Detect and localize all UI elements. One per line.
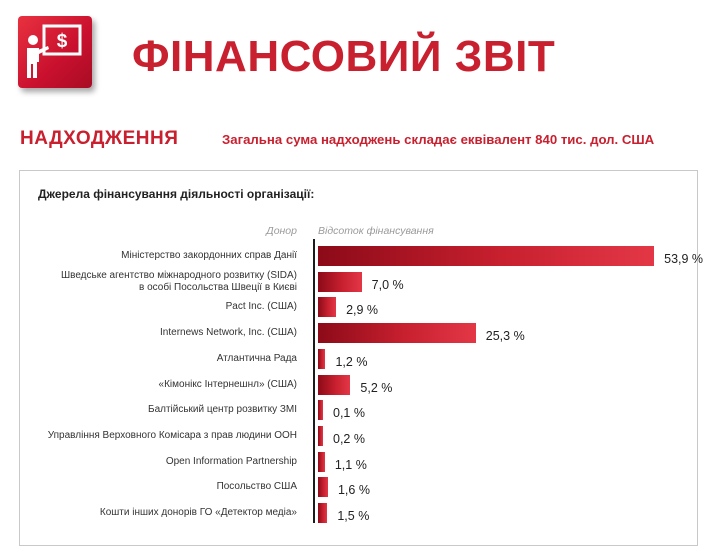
funding-bar <box>318 271 362 292</box>
donor-label: Internews Network, Inc. (США) <box>27 327 297 339</box>
donor-label-line: Pact Inc. (США) <box>225 301 297 313</box>
funding-bar <box>318 425 323 446</box>
chart-title: Джерела фінансування діяльності організа… <box>38 187 315 201</box>
donor-label: Open Information Partnership <box>27 456 297 468</box>
funding-value-label: 1,6 % <box>337 483 370 498</box>
funding-value-label: 0,2 % <box>333 431 365 446</box>
funding-value-label: 53,9 % <box>664 252 704 266</box>
funding-bar <box>318 323 476 344</box>
funding-bar <box>318 451 325 472</box>
donor-label-line: Міністерство закордонних справ Данії <box>121 250 297 261</box>
funding-bar <box>318 297 337 318</box>
donor-label: Атлантична Рада <box>27 353 297 365</box>
svg-text:$: $ <box>57 31 68 52</box>
donor-label-line: Атлантична Рада <box>216 352 297 364</box>
section-title: НАДХОДЖЕННЯ <box>20 128 179 149</box>
funding-bar <box>318 374 351 395</box>
funding-value-label: 5,2 % <box>360 380 393 395</box>
donor-label: Pact Inc. (США) <box>27 301 297 313</box>
funding-value-label: 0,1 % <box>333 406 365 421</box>
funding-value-label: 1,2 % <box>335 354 368 369</box>
donor-label: Кошти інших донорів ГО «Детектор медіа» <box>27 507 297 519</box>
section-subtitle: Загальна сума надходжень складає еквівал… <box>222 132 655 147</box>
logo-badge: $ <box>18 16 92 88</box>
donor-label-line: Кошти інших донорів ГО «Детектор медіа» <box>99 507 297 518</box>
donor-label: Міністерство закордонних справ Данії <box>27 250 297 262</box>
funding-value-label: 2,9 % <box>346 303 379 318</box>
funding-value-label: 25,3 % <box>485 329 525 344</box>
donor-label-line: Шведське агентство міжнародного розвитку… <box>60 269 297 281</box>
donor-column-header: Донор <box>266 225 297 237</box>
funding-value-label: 1,1 % <box>334 457 367 472</box>
donor-label-line: Open Information Partnership <box>165 455 297 467</box>
donor-label-line: Internews Network, Inc. (США) <box>160 327 297 339</box>
donor-label: Шведське агентство міжнародного розвитку… <box>27 270 297 294</box>
donor-label-line: «Кімонікс Інтернешнл» (США) <box>158 378 297 390</box>
donor-label: «Кімонікс Інтернешнл» (США) <box>27 379 297 391</box>
donor-label: Посольство США <box>27 481 297 493</box>
funding-bar <box>318 246 655 266</box>
funding-bar <box>318 348 326 369</box>
chart-axis-line <box>313 239 315 523</box>
chart-panel: Джерела фінансування діяльності організа… <box>19 170 703 546</box>
donor-label-line: Управління Верховного Комісара з прав лю… <box>47 429 297 441</box>
donor-label-line: Посольство США <box>216 481 297 493</box>
funding-bar <box>318 477 328 498</box>
percent-column-header: Відсоток фінансування <box>318 225 434 237</box>
donor-label: Управління Верховного Комісара з прав лю… <box>27 430 297 442</box>
presentation-dollar-icon: $ <box>27 24 82 78</box>
funding-value-label: 1,5 % <box>337 509 370 523</box>
donor-label-line: Балтійський центр розвитку ЗМІ <box>148 404 297 416</box>
funding-value-label: 7,0 % <box>371 277 404 292</box>
funding-bar <box>318 400 323 421</box>
page-title: ФІНАНСОВИЙ ЗВІТ <box>132 32 556 81</box>
donor-label: Балтійський центр розвитку ЗМІ <box>27 404 297 416</box>
donor-label-line: в особі Посольства Швеції в Києві <box>139 281 297 293</box>
funding-bar <box>318 503 328 523</box>
